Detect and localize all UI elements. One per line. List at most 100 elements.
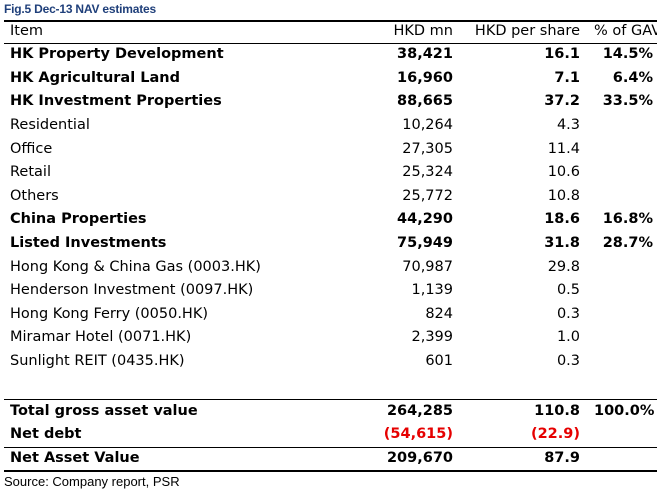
row-per-share: 31.8 [544, 235, 580, 252]
row-hkd-mn: 44,290 [397, 211, 453, 228]
row-hkd-mn: 1,139 [411, 282, 453, 299]
row-pct-gav: 6.4% [612, 69, 653, 86]
row-hkd-mn: 27,305 [402, 140, 453, 157]
row-per-share: 18.6 [544, 211, 580, 228]
source-note: Source: Company report, PSR [4, 474, 180, 489]
net-debt-row-pct-gav [588, 423, 657, 447]
total-gav-row: Total gross asset value 264,285 110.8 100.0… [4, 399, 657, 423]
row-hkd-mn: 10,264 [402, 117, 453, 134]
row-per-share: 10.6 [547, 164, 580, 181]
row-pct-gav [588, 185, 657, 209]
net-debt-row-per-share: (22.9) [461, 423, 588, 447]
header-hkd-per-share: HKD per share [474, 23, 580, 39]
row-per-share: 16.1 [544, 46, 580, 63]
nav-row-hkd-mn: 209,670 [386, 449, 453, 466]
row-per-share: 1.0 [556, 329, 580, 346]
header-pct-gav: % of GAV [594, 23, 657, 39]
row-item: Retail [10, 164, 51, 181]
table-row: China Properties 44,290 18.6 16.8% [4, 208, 657, 232]
table-row: Henderson Investment (0097.HK) 1,139 0.5 [4, 279, 657, 303]
row-hkd-mn: 2,399 [411, 329, 453, 346]
row-hkd-mn: 824 [425, 305, 453, 322]
row-item: HK Agricultural Land [10, 69, 180, 86]
row-hkd-mn: 16,960 [397, 69, 453, 86]
row-item: HK Investment Properties [10, 93, 222, 110]
nav-bottom-rule [4, 470, 657, 472]
figure-title: Fig.5 Dec-13 NAV estimates [4, 2, 156, 16]
row-pct-gav [588, 255, 657, 279]
row-per-share: 29.8 [547, 258, 580, 275]
header-top-rule [4, 20, 657, 22]
row-per-share: 0.3 [556, 353, 580, 370]
row-pct-gav: 16.8% [602, 211, 653, 228]
row-per-share: 4.3 [556, 117, 580, 134]
total-gav-row-item: Total gross asset value [10, 402, 198, 419]
row-item: Hong Kong & China Gas (0003.HK) [10, 258, 261, 275]
table-row: Sunlight REIT (0435.HK) 601 0.3 [4, 350, 657, 374]
net-debt-row-item: Net debt [10, 426, 82, 443]
row-hkd-mn: 38,421 [397, 46, 453, 63]
net-debt-row: Net debt (54,615) (22.9) [4, 423, 657, 447]
table-row: HK Investment Properties 88,665 37.2 33.5% [4, 90, 657, 114]
header-item: Item [10, 23, 44, 39]
table-row: Hong Kong Ferry (0050.HK) 824 0.3 [4, 303, 657, 327]
row-item: Others [10, 187, 59, 204]
row-pct-gav [588, 326, 657, 350]
net-debt-row-per-share-value: (22.9) [530, 426, 580, 443]
spacer-row [4, 373, 657, 399]
row-pct-gav [588, 303, 657, 327]
table-row: Residential 10,264 4.3 [4, 114, 657, 138]
row-pct-gav [588, 137, 657, 161]
table-row: Others 25,772 10.8 [4, 185, 657, 209]
row-pct-gav [588, 161, 657, 185]
row-per-share: 37.2 [544, 93, 580, 110]
table-row: Office 27,305 11.4 [4, 137, 657, 161]
table-row: Retail 25,324 10.6 [4, 161, 657, 185]
row-per-share: 0.3 [556, 305, 580, 322]
nav-row-item: Net Asset Value [10, 449, 140, 466]
total-gav-row-hkd-mn: 264,285 [386, 402, 453, 419]
row-per-share: 11.4 [547, 140, 580, 157]
nav-table: Item HKD mn HKD per share % of GAV HK Pr… [4, 20, 657, 470]
row-pct-gav: 14.5% [602, 46, 653, 63]
nav-row-pct-gav [588, 447, 657, 471]
table-header-row: Item HKD mn HKD per share % of GAV [4, 20, 657, 43]
header-hkd-mn: HKD mn [393, 23, 453, 39]
spacer-cell [4, 373, 657, 399]
row-pct-gav [588, 279, 657, 303]
row-per-share: 10.8 [547, 187, 580, 204]
row-pct-gav [588, 114, 657, 138]
net-debt-row-hkd-mn: (54,615) [334, 423, 461, 447]
header-bottom-rule [4, 43, 657, 44]
row-item: Office [10, 140, 53, 157]
row-item: Henderson Investment (0097.HK) [10, 282, 254, 299]
row-hkd-mn: 25,772 [402, 187, 453, 204]
row-hkd-mn: 75,949 [397, 235, 453, 252]
row-item: Hong Kong Ferry (0050.HK) [10, 305, 209, 322]
row-pct-gav [588, 350, 657, 374]
total-gav-row-per-share: 110.8 [534, 402, 580, 419]
nav-top-rule [4, 447, 657, 448]
row-item: Residential [10, 117, 90, 134]
row-item: Miramar Hotel (0071.HK) [10, 329, 192, 346]
net-debt-row-hkd-mn-value: (54,615) [383, 426, 453, 443]
row-item: Listed Investments [10, 235, 167, 252]
row-per-share: 7.1 [554, 69, 580, 86]
table-row: HK Agricultural Land 16,960 7.1 6.4% [4, 67, 657, 91]
total-gav-row-pct-gav: 100.0% [594, 402, 655, 419]
table-row: Miramar Hotel (0071.HK) 2,399 1.0 [4, 326, 657, 350]
nav-table-body: Item HKD mn HKD per share % of GAV HK Pr… [4, 20, 657, 470]
row-pct-gav: 33.5% [602, 93, 653, 110]
row-per-share: 0.5 [556, 282, 580, 299]
table-row: Hong Kong & China Gas (0003.HK) 70,987 29.… [4, 255, 657, 279]
table-row: HK Property Development 38,421 16.1 14.5% [4, 43, 657, 67]
row-pct-gav: 28.7% [602, 235, 653, 252]
row-hkd-mn: 25,324 [402, 164, 453, 181]
row-item: China Properties [10, 211, 147, 228]
total-top-rule [4, 399, 657, 400]
nav-row: Net Asset Value 209,670 87.9 [4, 447, 657, 471]
row-item: Sunlight REIT (0435.HK) [10, 353, 185, 370]
row-hkd-mn: 70,987 [402, 258, 453, 275]
row-hkd-mn: 601 [425, 353, 453, 370]
nav-row-per-share: 87.9 [544, 449, 580, 466]
